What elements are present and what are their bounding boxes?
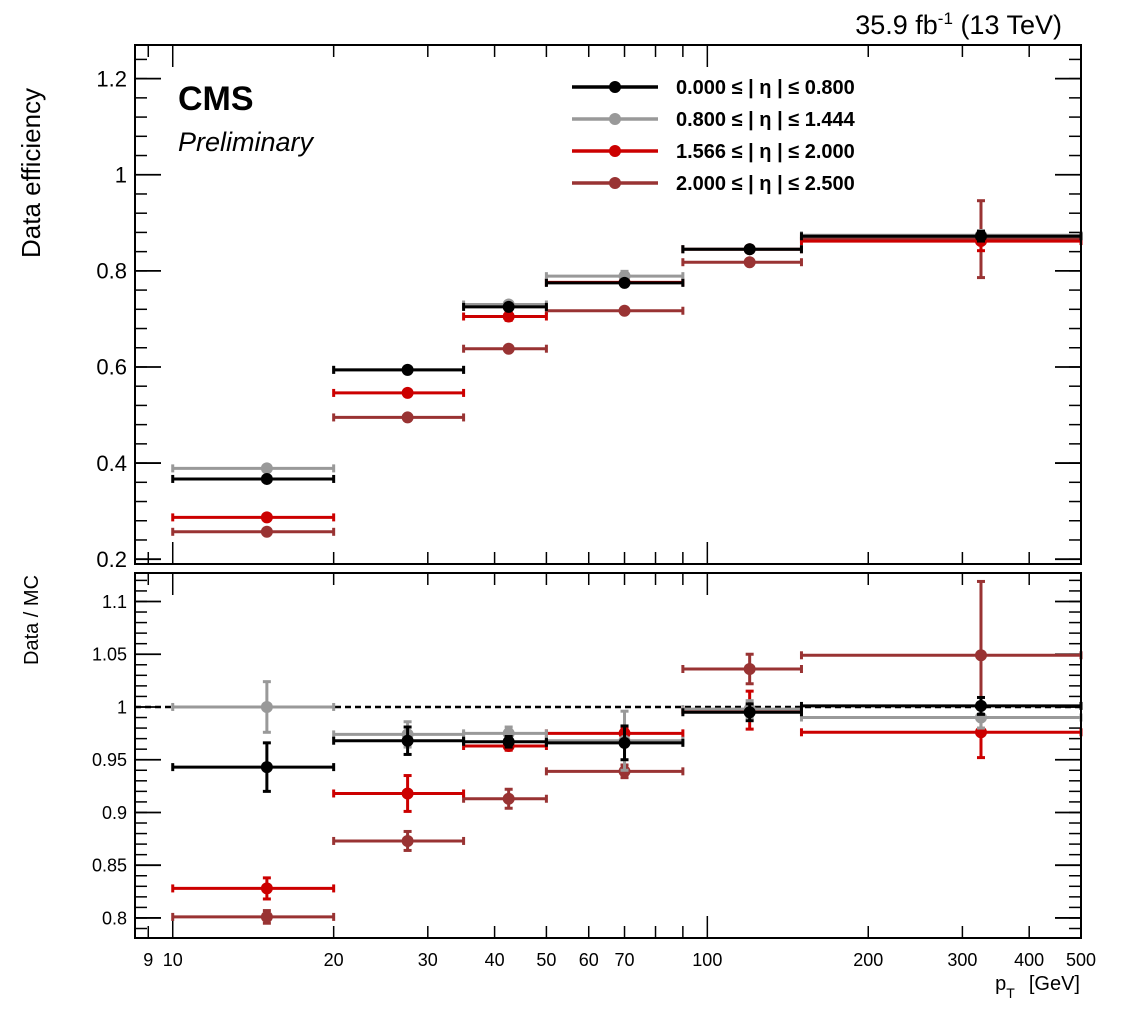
efficiency-data-point xyxy=(974,230,987,243)
legend-marker xyxy=(609,113,621,125)
legend-entry: 1.566 ≤ | η | ≤ 2.000 xyxy=(572,141,855,163)
cms-label: CMS xyxy=(178,80,254,118)
ratio-series-3 xyxy=(171,695,1083,793)
efficiency-y-tick-label: 0.4 xyxy=(96,451,127,476)
efficiency-data-point xyxy=(618,304,631,317)
ratio-data-point xyxy=(260,882,273,895)
legend-entry: 0.800 ≤ | η | ≤ 1.444 xyxy=(572,109,856,131)
efficiency-frame xyxy=(134,44,1082,565)
legend-marker xyxy=(609,81,621,93)
efficiency-data-point xyxy=(260,472,273,485)
x-tick-label: 30 xyxy=(418,950,438,970)
lumi-exponent: -1 xyxy=(938,9,953,28)
x-tick-label: 10 xyxy=(163,950,183,970)
legend-marker xyxy=(609,145,621,157)
efficiency-ticks: 0.2 0.4 0.6 0.8 1 1.2 xyxy=(96,45,1082,572)
efficiency-panel: 0.2 0.4 0.6 0.8 1 1.2 xyxy=(96,44,1083,572)
efficiency-data-point xyxy=(743,243,756,256)
ratio-y-tick-label: 0.85 xyxy=(92,856,127,876)
efficiency-data-point xyxy=(502,342,515,355)
ratio-data-point xyxy=(974,699,987,712)
lumi-label: 35.9 fb-1 (13 TeV) xyxy=(855,0,1062,40)
ratio-data-point xyxy=(401,787,414,800)
x-axis-title-sub: T xyxy=(1006,985,1015,1001)
efficiency-y-tick-label: 0.8 xyxy=(96,259,127,284)
x-tick-label: 500 xyxy=(1066,950,1096,970)
ratio-y-tick-label: 0.9 xyxy=(102,803,127,823)
legend-entry: 0.000 ≤ | η | ≤ 0.800 xyxy=(572,77,855,99)
x-tick-label: 40 xyxy=(485,950,505,970)
efficiency-series-2 xyxy=(171,228,1083,475)
efficiency-y-tick-label: 1 xyxy=(115,162,127,187)
ratio-y-tick-label: 0.8 xyxy=(102,908,127,928)
ratio-data-point xyxy=(974,649,987,662)
x-tick-label: 400 xyxy=(1014,950,1044,970)
ratio-y-axis-title: Data / MC xyxy=(21,575,43,665)
efficiency-data-point xyxy=(743,256,756,269)
efficiency-data-point xyxy=(502,300,515,313)
ratio-frame xyxy=(134,572,1082,939)
efficiency-series xyxy=(171,199,1083,538)
efficiency-y-axis-title: Data efficiency xyxy=(16,88,46,258)
efficiency-data-point xyxy=(260,462,273,475)
x-tick-label: 60 xyxy=(579,950,599,970)
ratio-series xyxy=(171,579,1083,925)
ratio-data-point xyxy=(743,706,756,719)
ratio-series-2 xyxy=(171,680,1083,772)
x-axis-title: pT [GeV] xyxy=(995,973,1080,1001)
legend-label: 1.566 ≤ | η | ≤ 2.000 xyxy=(676,141,855,163)
efficiency-y-tick-label: 1.2 xyxy=(96,66,127,91)
ratio-ticks: 0.8 0.85 0.9 0.95 1 1.05 1.1 9 10 20 30 40 50 60 70 100… xyxy=(92,573,1096,970)
legend-label: 0.000 ≤ | η | ≤ 0.800 xyxy=(676,77,855,99)
x-tick-label: 20 xyxy=(324,950,344,970)
preliminary-label: Preliminary xyxy=(178,127,315,157)
x-tick-label: 300 xyxy=(947,950,977,970)
legend-marker xyxy=(609,177,621,189)
energy-label: (13 TeV) xyxy=(960,10,1062,40)
legend: 0.000 ≤ | η | ≤ 0.800 0.800 ≤ | η | ≤ 1.4… xyxy=(572,77,856,195)
ratio-series-0 xyxy=(171,579,1083,925)
x-tick-label: 9 xyxy=(143,950,153,970)
efficiency-data-point xyxy=(401,386,414,399)
x-tick-label: 200 xyxy=(853,950,883,970)
ratio-data-point xyxy=(618,736,631,749)
efficiency-series-0 xyxy=(171,199,1083,538)
ratio-data-point xyxy=(260,910,273,923)
lumi-value: 35.9 xyxy=(855,10,908,40)
ratio-series-1 xyxy=(171,689,1083,901)
x-axis-title-main: p xyxy=(995,973,1006,995)
ratio-data-point xyxy=(260,761,273,774)
ratio-y-tick-label: 0.95 xyxy=(92,750,127,770)
lumi-unit: fb xyxy=(915,10,938,40)
ratio-y-tick-label: 1.1 xyxy=(102,592,127,612)
efficiency-series-3 xyxy=(171,229,1083,485)
efficiency-data-point xyxy=(618,276,631,289)
ratio-y-tick-label: 1 xyxy=(117,697,127,717)
ratio-data-point xyxy=(401,834,414,847)
ratio-panel: 0.8 0.85 0.9 0.95 1 1.05 1.1 9 10 20 30 40 50 60 70 100… xyxy=(92,572,1096,970)
ratio-data-point xyxy=(743,662,756,675)
x-tick-label: 50 xyxy=(536,950,556,970)
legend-label: 2.000 ≤ | η | ≤ 2.500 xyxy=(676,173,855,195)
efficiency-y-tick-label: 0.2 xyxy=(96,547,127,572)
ratio-data-point xyxy=(401,734,414,747)
ratio-data-point xyxy=(260,700,273,713)
ratio-data-point xyxy=(502,735,515,748)
legend-entry: 2.000 ≤ | η | ≤ 2.500 xyxy=(572,173,855,195)
efficiency-data-point xyxy=(260,511,273,524)
efficiency-data-point xyxy=(502,310,515,323)
efficiency-data-point xyxy=(401,411,414,424)
x-tick-label: 70 xyxy=(615,950,635,970)
efficiency-data-point xyxy=(260,525,273,538)
legend-label: 0.800 ≤ | η | ≤ 1.444 xyxy=(676,109,856,131)
efficiency-data-point xyxy=(401,363,414,376)
efficiency-y-tick-label: 0.6 xyxy=(96,355,127,380)
ratio-y-tick-label: 1.05 xyxy=(92,645,127,665)
x-axis-title-unit: [GeV] xyxy=(1029,973,1080,995)
ratio-data-point xyxy=(502,792,515,805)
x-tick-label: 100 xyxy=(692,950,722,970)
